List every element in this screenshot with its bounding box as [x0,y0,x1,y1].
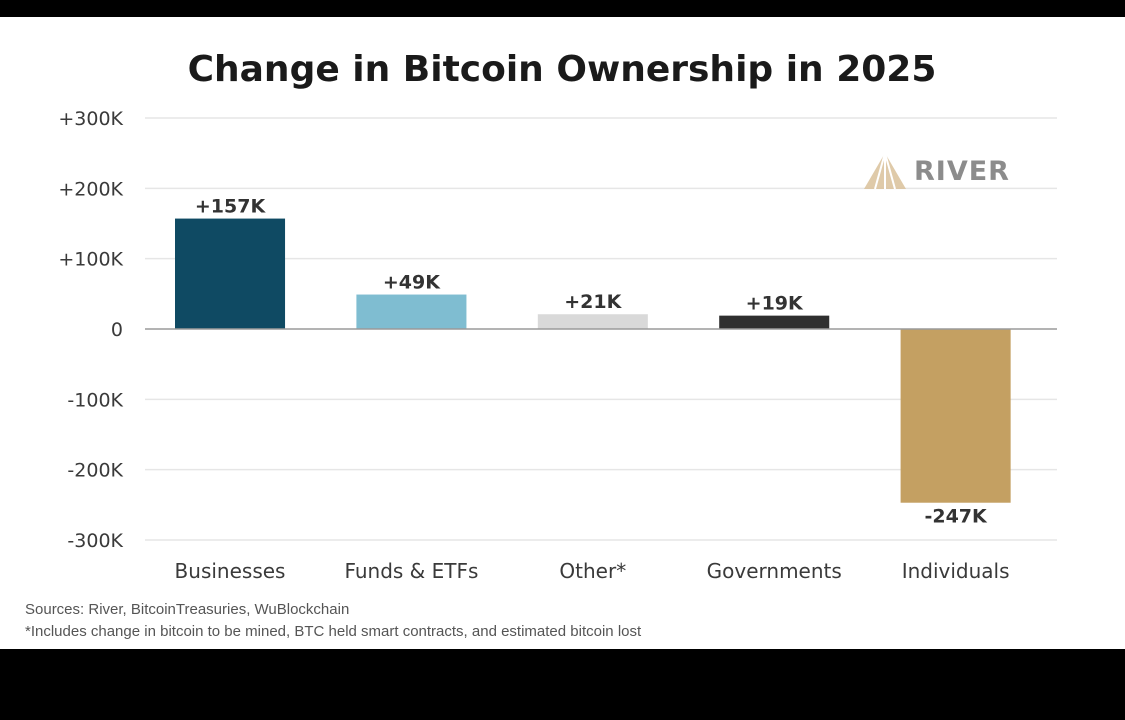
category-label: Funds & ETFs [344,559,478,583]
river-logo: RIVER [864,152,1010,190]
bar [537,314,648,329]
bar-chart: Change in Bitcoin Ownership in 2025 +300… [25,49,1057,640]
y-axis-tick-labels: +300K +200K +100K 0 -100K -200K -300K [58,108,123,552]
y-tick-label: +200K [58,178,123,200]
gridlines [145,117,1057,541]
category-label: Governments [707,559,842,583]
bar [900,329,1011,503]
y-tick-label: 0 [111,319,123,341]
data-label: +19K [746,293,804,315]
data-label: +49K [383,272,441,294]
brand-name: RIVER [914,156,1010,187]
data-label: +21K [564,291,622,313]
bar [719,315,830,329]
river-logo-mark-icon [864,152,906,190]
category-label: Individuals [902,559,1010,583]
y-tick-label: -100K [67,389,123,411]
y-tick-label: -200K [67,460,123,482]
chart-card: Change in Bitcoin Ownership in 2025 +300… [0,17,1125,649]
footnote: *Includes change in bitcoin to be mined,… [25,623,642,640]
bars [175,218,1011,503]
y-tick-label: -300K [67,530,123,552]
data-labels: +157K +49K +21K +19K -247K [195,196,988,528]
data-label: -247K [924,506,988,528]
bar [356,294,467,329]
x-axis-category-labels: Businesses Funds & ETFs Other* Governments I… [175,559,1010,583]
y-tick-label: +300K [58,108,123,130]
bar [175,218,286,329]
category-label: Other* [559,559,626,583]
y-tick-label: +100K [58,249,123,271]
sources-note: Sources: River, BitcoinTreasuries, WuBlo… [25,601,349,618]
data-label: +157K [195,196,267,218]
chart-title: Change in Bitcoin Ownership in 2025 [188,49,937,90]
category-label: Businesses [175,559,286,583]
